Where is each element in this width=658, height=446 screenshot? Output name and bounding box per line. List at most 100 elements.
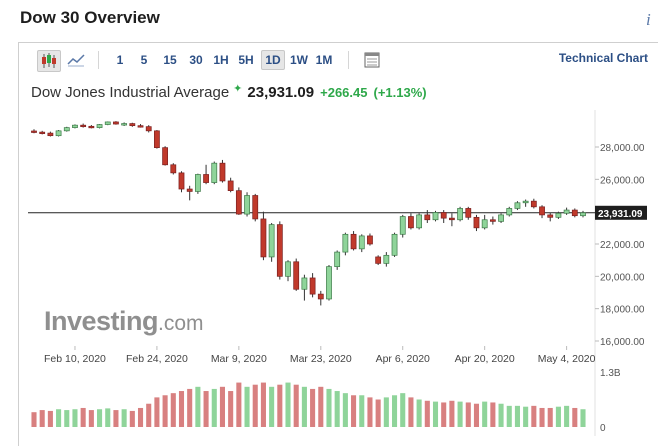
volume-bar [56, 409, 62, 427]
price-change: +266.45 [320, 85, 368, 100]
volume-max-label: 1.3B [600, 368, 621, 379]
up-indicator-icon: ✦ [233, 83, 243, 95]
volume-bar [228, 391, 234, 427]
volume-bar [506, 405, 512, 427]
y-tick-label: 16,000.00 [600, 337, 645, 348]
candle-up [194, 174, 201, 192]
candle-up [481, 219, 488, 229]
candle-down [276, 224, 283, 277]
candle-up [457, 208, 463, 221]
toolbar-separator [348, 51, 349, 69]
candle-up [63, 127, 70, 132]
volume-bar [39, 410, 45, 427]
x-tick-label: Mar 9, 2020 [211, 353, 267, 365]
candle-up [121, 123, 128, 126]
candle-down [227, 180, 234, 191]
candle-down [235, 190, 242, 215]
volume-bar [301, 386, 307, 427]
volume-bar [236, 382, 242, 427]
interval-1w-button[interactable]: 1W [290, 53, 308, 67]
info-icon[interactable]: i [646, 10, 651, 29]
candle-up [96, 124, 103, 128]
candle-down [145, 126, 152, 132]
volume-bar [457, 401, 463, 427]
x-tick-label: May 4, 2020 [538, 353, 596, 365]
x-tick-label: Mar 23, 2020 [290, 353, 352, 365]
candle-down [162, 147, 168, 166]
interval-1h-button[interactable]: 1H [213, 53, 229, 67]
candle-up [244, 195, 250, 215]
volume-bar [523, 406, 529, 427]
volume-bar [555, 406, 561, 427]
line-chart-icon[interactable] [65, 50, 87, 70]
candle-down [31, 130, 37, 133]
candle-down [489, 219, 496, 222]
volume-bar [178, 391, 185, 427]
calendar-icon[interactable] [361, 50, 383, 70]
x-tick-label: Apr 6, 2020 [376, 353, 430, 365]
candle-down [170, 164, 177, 174]
candle-down [47, 132, 54, 137]
candle-up [514, 202, 521, 209]
volume-bar [539, 407, 545, 427]
quote-line: Dow Jones Industrial Average ✦ 23,931.09 +2… [31, 83, 427, 101]
interval-1-button[interactable]: 1 [116, 53, 124, 67]
volume-bar [531, 405, 537, 427]
volume-bar [105, 408, 111, 427]
candle-down [465, 208, 472, 218]
candle-down [113, 121, 119, 125]
volume-bar [293, 384, 299, 427]
volume-bar [244, 386, 250, 427]
candle-down [178, 172, 185, 190]
candle-down [408, 216, 414, 229]
y-tick-label: 20,000.00 [600, 272, 645, 283]
volume-bar [334, 391, 340, 427]
candle-up [211, 162, 218, 183]
interval-15-button[interactable]: 15 [163, 53, 177, 67]
volume-bar [285, 382, 291, 427]
volume-bar [572, 407, 578, 427]
candle-down [137, 125, 144, 128]
candle-up [432, 212, 439, 221]
interval-1d-button[interactable]: 1D [261, 50, 285, 70]
volume-bar [318, 386, 324, 427]
volume-bar [391, 395, 398, 427]
y-tick-label: 22,000.00 [600, 240, 645, 251]
last-price: 23,931.09 [247, 84, 315, 101]
interval-5-button[interactable]: 5 [140, 53, 148, 67]
volume-bar [564, 405, 570, 427]
candle-up [383, 254, 390, 264]
volume-bar [383, 397, 389, 427]
candlestick-icon[interactable] [37, 50, 61, 72]
chart-toolbar: 1 5 15 30 1H 5H 1D 1W 1M [18, 43, 658, 75]
interval-1m-button[interactable]: 1M [315, 53, 333, 67]
candle-down [547, 214, 554, 218]
volume-bar [375, 399, 381, 427]
volume-bar [211, 388, 217, 427]
x-tick-label: Feb 24, 2020 [126, 353, 188, 365]
interval-5h-button[interactable]: 5H [238, 53, 254, 67]
volume-bar [269, 386, 275, 427]
volume-bar [97, 409, 103, 427]
volume-bar [400, 393, 406, 427]
volume-bar [137, 407, 144, 427]
chart-panel [18, 42, 658, 446]
volume-bar [277, 384, 283, 427]
volume-bar [408, 397, 414, 427]
volume-zero-label: 0 [600, 423, 606, 434]
volume-bar [187, 388, 193, 427]
volume-bar [482, 401, 488, 427]
candle-up [72, 124, 78, 128]
volume-bar [113, 410, 119, 427]
candle-up [498, 214, 504, 222]
volume-bar [310, 388, 316, 427]
volume-bar [170, 393, 176, 427]
technical-chart-link[interactable]: Technical Chart [558, 51, 648, 65]
candle-down [129, 123, 136, 127]
volume-bar [162, 395, 168, 427]
interval-30-button[interactable]: 30 [189, 53, 203, 67]
page-title: Dow 30 Overview [20, 8, 160, 27]
volume-bar [490, 402, 496, 427]
volume-bar [514, 405, 520, 427]
